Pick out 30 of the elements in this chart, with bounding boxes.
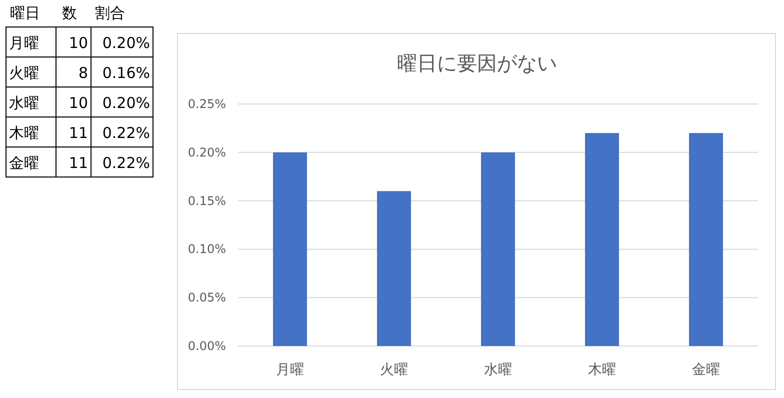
legend-title: 曜日	[10, 4, 40, 22]
data-label: 0.20%	[102, 34, 150, 52]
category-label: 火曜	[9, 64, 39, 82]
x-tick-label: 木曜	[588, 362, 616, 378]
data-label: 10	[68, 94, 88, 112]
y-tick-label: 0.00%	[188, 339, 226, 353]
data-label: 10	[68, 34, 88, 52]
text: 数	[62, 4, 77, 22]
data-label: 0.22%	[102, 124, 150, 142]
text: 割合	[95, 4, 125, 22]
data-label: 0.20%	[102, 94, 150, 112]
x-tick-label: 水曜	[484, 362, 512, 378]
data-label: 8	[78, 64, 88, 82]
data-label: 11	[68, 154, 88, 172]
y-tick-label: 0.25%	[188, 97, 226, 111]
chart-title: 曜日に要因がない	[397, 51, 557, 75]
data-label: 0.16%	[102, 64, 150, 82]
data-label: 11	[68, 124, 88, 142]
x-tick-label: 金曜	[692, 362, 720, 378]
y-tick-label: 0.15%	[188, 194, 226, 208]
x-tick-label: 火曜	[380, 362, 408, 378]
y-tick-label: 0.10%	[188, 242, 226, 256]
data-label: 0.22%	[102, 154, 150, 172]
x-tick-label: 月曜	[276, 362, 304, 378]
category-label: 水曜	[9, 94, 39, 112]
y-tick-label: 0.20%	[188, 145, 226, 160]
category-label: 木曜	[9, 124, 39, 142]
category-label: 金曜	[9, 154, 39, 172]
category-label: 月曜	[9, 34, 39, 52]
y-tick-label: 0.05%	[188, 290, 226, 305]
